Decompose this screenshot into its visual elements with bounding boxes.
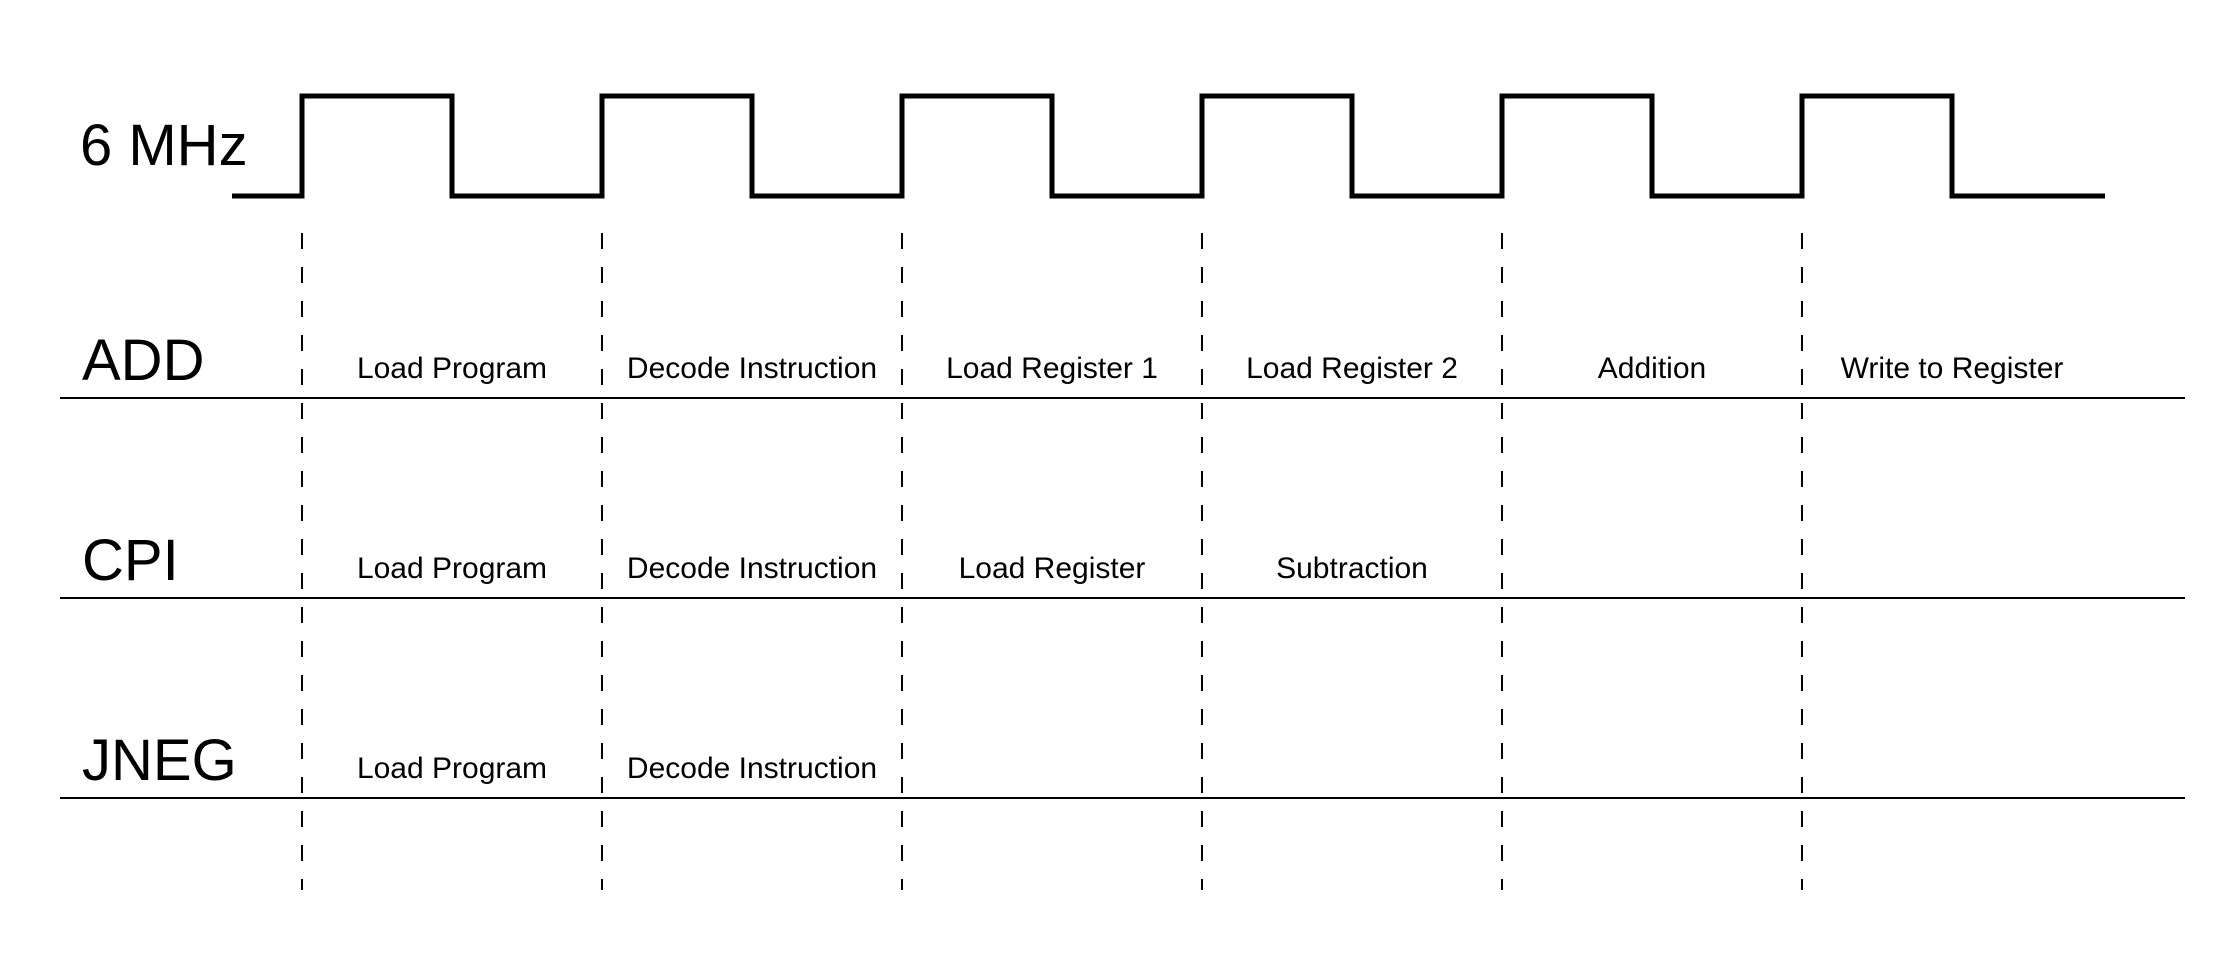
instruction-name: ADD xyxy=(82,328,204,393)
step-label: Write to Register xyxy=(1841,352,2064,385)
instruction-row-cpi: CPI Load Program Decode Instruction Load Re… xyxy=(60,528,2185,599)
step-label: Load Program xyxy=(357,552,547,585)
step-label: Decode Instruction xyxy=(627,552,877,585)
step-label: Load Program xyxy=(357,352,547,385)
step-label: Load Register 2 xyxy=(1246,352,1458,385)
clock-waveform xyxy=(232,93,2105,199)
step-label: Addition xyxy=(1598,352,1706,385)
instruction-name: JNEG xyxy=(82,728,237,793)
cycle-dividers xyxy=(301,233,1803,890)
instruction-row-add: ADD Load Program Decode Instruction Load Re… xyxy=(60,328,2185,399)
step-label: Subtraction xyxy=(1276,552,1428,585)
clock-label: 6 MHz xyxy=(80,113,248,178)
step-label: Load Register xyxy=(959,552,1146,585)
instruction-rows: ADD Load Program Decode Instruction Load Re… xyxy=(60,328,2185,799)
instruction-name: CPI xyxy=(82,528,179,593)
step-label: Decode Instruction xyxy=(627,752,877,785)
step-label: Load Program xyxy=(357,752,547,785)
step-label: Decode Instruction xyxy=(627,352,877,385)
step-label: Load Register 1 xyxy=(946,352,1158,385)
instruction-row-jneg: JNEG Load Program Decode Instruction xyxy=(60,728,2185,799)
